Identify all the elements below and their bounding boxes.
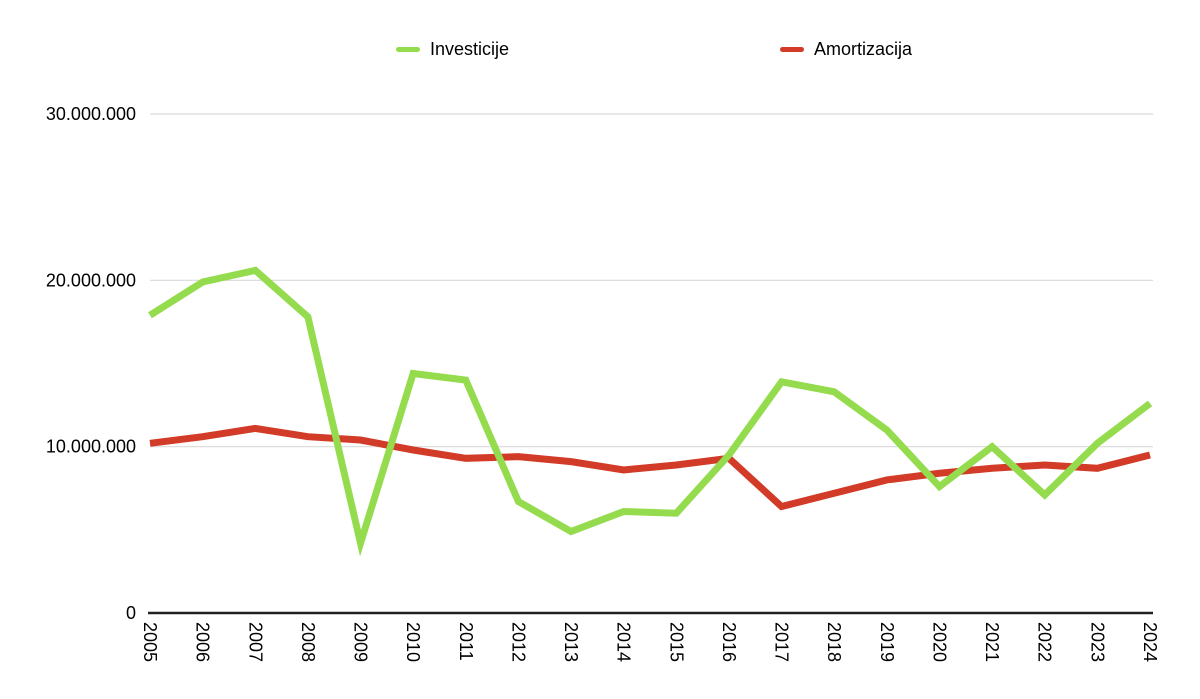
x-tick-label: 2011 <box>456 622 476 661</box>
x-tick-label: 2023 <box>1087 622 1107 662</box>
x-tick-label: 2020 <box>929 622 949 662</box>
x-tick-label: 2010 <box>403 622 423 662</box>
y-tick-label: 30.000.000 <box>46 104 136 124</box>
x-tick-label: 2018 <box>824 622 844 662</box>
x-tick-label: 2016 <box>719 622 739 662</box>
x-tick-label: 2024 <box>1140 622 1160 662</box>
x-tick-label: 2013 <box>561 622 581 662</box>
series-line-amortizacija <box>149 424 1151 511</box>
legend-swatch-amortizacija-icon <box>780 46 804 52</box>
x-tick-label: 2019 <box>877 622 897 662</box>
legend-item-investicije[interactable]: Investicije <box>396 36 509 62</box>
legend-swatch-investicije-icon <box>396 46 420 52</box>
x-tick-label: 2017 <box>772 622 792 662</box>
x-tick-label: 2014 <box>614 622 634 662</box>
x-tick-label: 2006 <box>193 622 213 662</box>
x-tick-label: 2021 <box>982 622 1002 662</box>
series-line-investicije <box>148 266 1153 557</box>
legend-label-amortizacija: Amortizacija <box>814 39 913 59</box>
x-tick-label: 2005 <box>140 622 160 662</box>
x-tick-label: 2012 <box>508 622 528 662</box>
x-tick-label: 2009 <box>351 622 371 662</box>
legend-item-amortizacija[interactable]: Amortizacija <box>780 36 912 62</box>
y-tick-label: 0 <box>126 603 136 623</box>
y-tick-label: 20.000.000 <box>46 270 136 290</box>
x-tick-label: 2008 <box>298 622 318 662</box>
x-tick-label: 2022 <box>1035 622 1055 662</box>
y-tick-label: 10.000.000 <box>46 437 136 457</box>
x-tick-label: 2007 <box>245 622 265 662</box>
x-tick-label: 2015 <box>666 622 686 662</box>
legend-label-investicije: Investicije <box>430 39 510 59</box>
